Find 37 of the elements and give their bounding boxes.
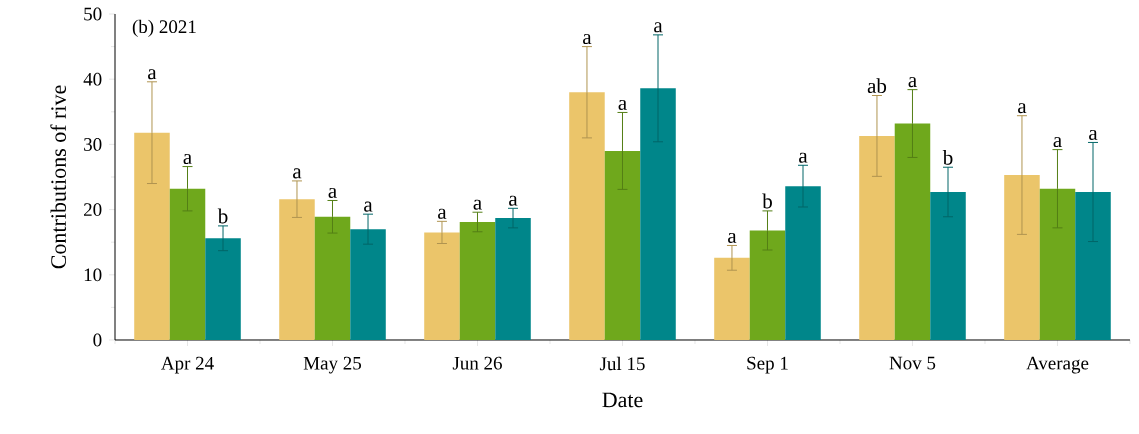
data-label: a — [908, 77, 917, 88]
y-tick-label: 0 — [93, 333, 102, 347]
x-tick-label: Jul 15 — [599, 356, 645, 371]
data-label: a — [438, 208, 447, 219]
y-tick-label: 30 — [84, 137, 102, 151]
y-tick-label: 40 — [83, 72, 102, 86]
data-label: a — [583, 34, 592, 45]
y-tick-label: 10 — [84, 268, 102, 282]
x-tick-label: Jun 26 — [452, 356, 502, 370]
data-label: a — [1018, 103, 1027, 114]
data-label: a — [654, 22, 663, 33]
data-label: a — [728, 232, 737, 243]
data-label: a — [328, 187, 337, 198]
data-label: a — [1089, 129, 1098, 140]
data-label: a — [618, 99, 627, 110]
y-tick-label: 50 — [84, 7, 102, 21]
data-label: a — [509, 195, 518, 206]
data-label: a — [148, 69, 157, 80]
data-label: b — [942, 149, 953, 165]
data-label: b — [762, 193, 772, 209]
x-tick-label: Average — [1026, 356, 1089, 374]
data-label: a — [183, 154, 192, 165]
data-label: a — [473, 199, 482, 210]
x-tick-label: Sep 1 — [747, 356, 788, 374]
data-label: a — [293, 168, 302, 179]
data-label: ab — [867, 78, 887, 93]
data-label: b — [217, 208, 228, 224]
y-tick-label: 20 — [84, 203, 102, 217]
data-label: a — [799, 152, 808, 163]
x-tick-label: Apr 24 — [161, 356, 214, 374]
y-axis-title: Contributions of rive — [50, 85, 67, 269]
x-tick-label: Nov 5 — [889, 356, 936, 370]
chart-title: (b) 2021 — [132, 19, 196, 37]
data-label: a — [364, 201, 373, 212]
x-tick-label: May 25 — [303, 356, 362, 374]
x-axis-title: Date — [602, 392, 643, 408]
data-label: a — [1053, 137, 1062, 148]
